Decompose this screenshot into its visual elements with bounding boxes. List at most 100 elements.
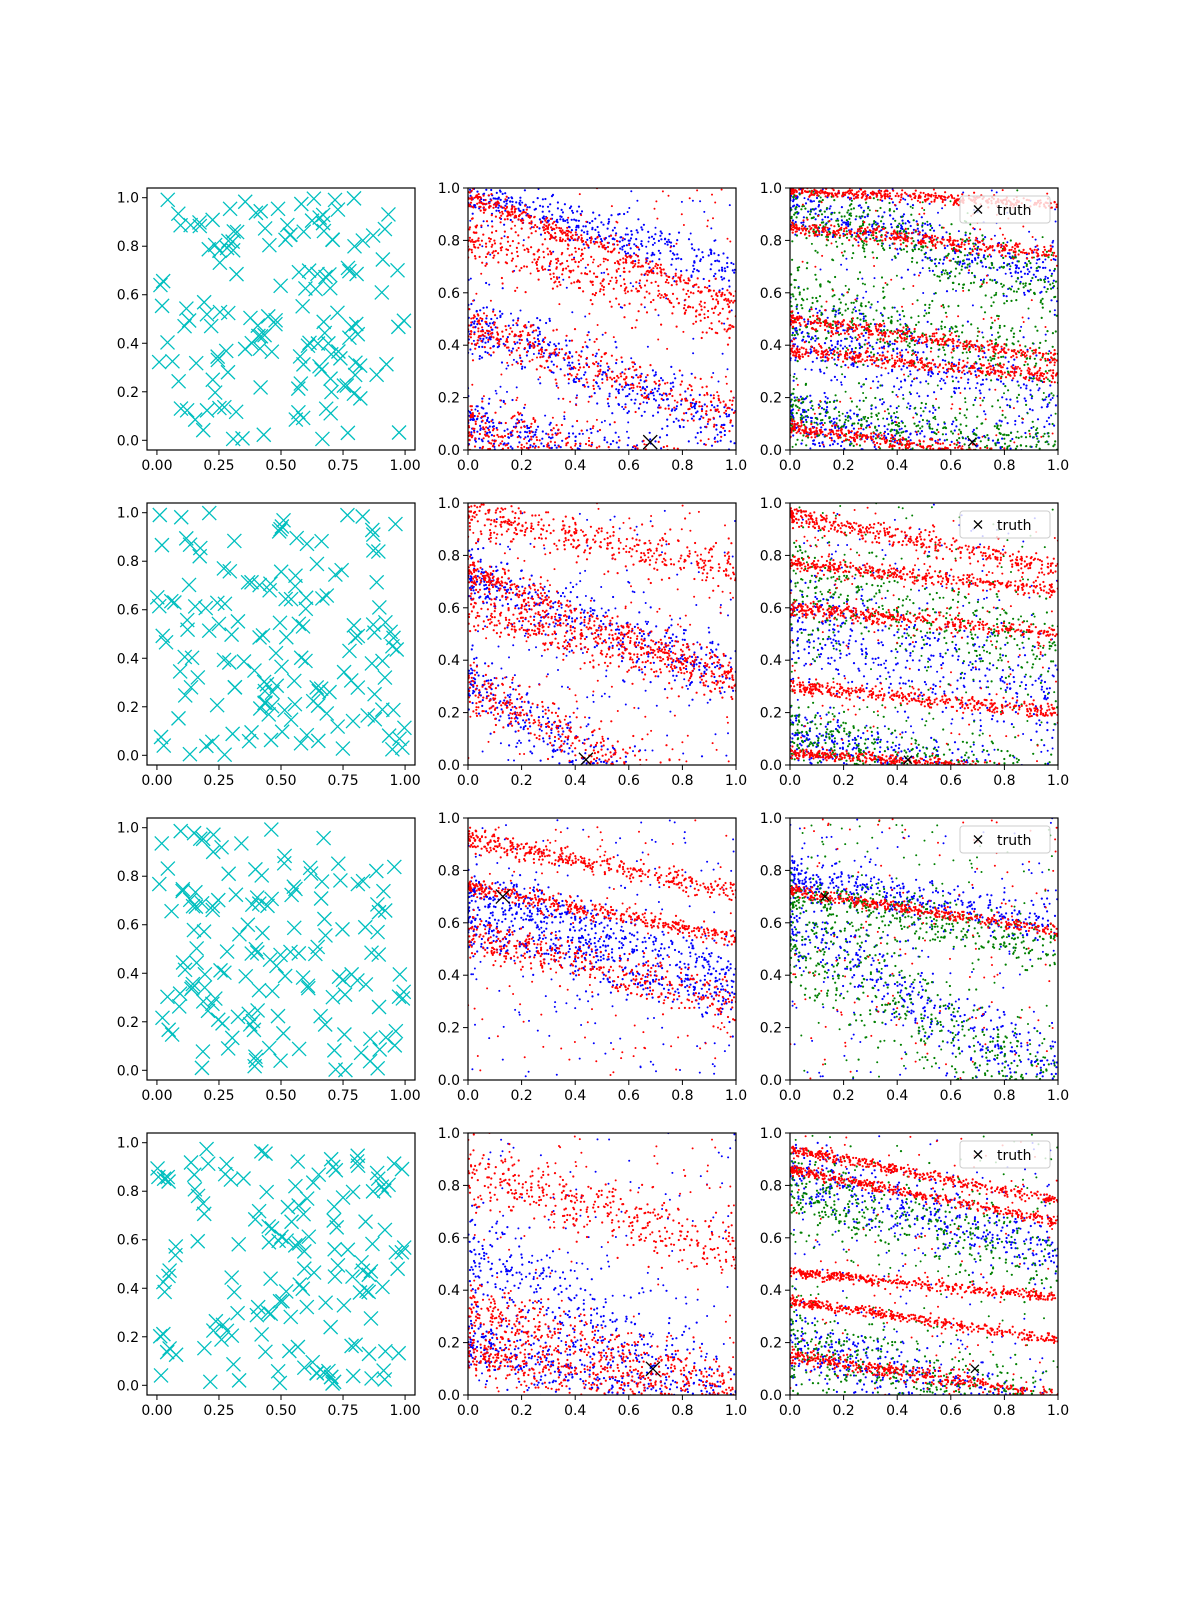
data-point <box>822 433 824 436</box>
data-point <box>998 266 1001 269</box>
data-point-x <box>220 305 236 321</box>
data-point <box>958 358 961 361</box>
data-point <box>596 478 598 480</box>
data-point <box>619 372 622 375</box>
data-point <box>654 455 656 457</box>
data-point <box>549 260 553 263</box>
data-point <box>606 463 608 465</box>
data-point <box>475 317 478 320</box>
data-point <box>532 201 535 204</box>
data-point <box>791 170 793 172</box>
data-point <box>570 452 572 454</box>
data-point <box>674 377 677 380</box>
data-point <box>1038 387 1041 390</box>
data-point <box>712 425 716 428</box>
data-point-x <box>256 427 272 443</box>
data-point <box>795 426 798 429</box>
data-point <box>917 321 920 324</box>
data-point <box>652 476 654 478</box>
data-point <box>1029 479 1031 481</box>
data-point <box>530 232 533 235</box>
data-point <box>826 397 829 400</box>
data-point <box>819 422 822 425</box>
data-point <box>999 380 1003 383</box>
data-point <box>538 349 541 352</box>
data-point <box>472 418 476 421</box>
data-point <box>688 383 691 387</box>
data-point <box>624 395 627 398</box>
data-point <box>687 494 689 496</box>
data-point <box>695 400 698 403</box>
data-point <box>841 440 844 443</box>
data-point <box>900 224 903 227</box>
data-point <box>663 238 667 241</box>
data-point-x <box>278 232 293 248</box>
data-point <box>493 321 496 324</box>
data-point <box>836 425 839 428</box>
data-point <box>707 489 709 491</box>
data-point <box>541 205 545 208</box>
data-point <box>589 427 592 431</box>
data-point <box>891 447 894 450</box>
data-point <box>623 289 626 292</box>
data-point <box>473 240 476 243</box>
data-point <box>953 250 956 253</box>
x-tick-label: 0.0 <box>457 458 479 474</box>
data-point <box>883 430 887 433</box>
data-point <box>545 224 548 228</box>
data-point <box>498 421 501 424</box>
data-point <box>532 442 535 445</box>
data-point <box>482 306 485 309</box>
data-point <box>812 439 816 442</box>
data-point <box>480 319 483 322</box>
data-point <box>564 239 567 242</box>
data-point <box>1024 477 1026 479</box>
data-point <box>555 433 558 436</box>
data-point <box>814 207 817 210</box>
data-point <box>500 373 503 376</box>
data-point-x <box>341 263 357 279</box>
data-point <box>716 440 719 443</box>
data-point <box>679 426 682 429</box>
data-point <box>668 503 670 505</box>
data-point <box>648 494 650 496</box>
data-point <box>729 485 731 487</box>
data-point <box>972 428 976 431</box>
data-point <box>730 261 733 265</box>
data-point <box>836 342 839 346</box>
data-point <box>895 394 898 396</box>
data-point <box>723 267 726 270</box>
data-point <box>884 357 887 361</box>
data-point <box>519 219 523 222</box>
data-point <box>660 268 663 271</box>
data-point <box>484 331 487 335</box>
data-point <box>658 292 661 295</box>
data-point <box>604 258 607 261</box>
data-point <box>510 351 513 354</box>
data-point <box>644 389 647 392</box>
data-point <box>554 224 558 227</box>
data-point <box>721 287 724 290</box>
data-point <box>666 418 669 421</box>
data-point <box>621 388 624 391</box>
data-point <box>534 340 537 344</box>
data-point <box>486 252 489 256</box>
data-point <box>480 224 483 227</box>
data-point <box>609 234 613 237</box>
data-point <box>719 494 721 496</box>
data-point <box>1036 258 1039 261</box>
data-point-x <box>352 390 368 406</box>
data-point <box>863 343 866 346</box>
data-point <box>505 253 508 256</box>
data-point <box>855 460 857 462</box>
data-point <box>1035 465 1037 467</box>
data-point <box>791 412 794 415</box>
data-point-x <box>248 205 264 221</box>
data-point <box>942 258 946 261</box>
data-point <box>674 272 677 275</box>
data-point <box>598 454 600 456</box>
data-point <box>1033 454 1035 456</box>
data-point <box>539 220 543 223</box>
data-point <box>1053 443 1056 446</box>
data-point <box>576 394 578 397</box>
